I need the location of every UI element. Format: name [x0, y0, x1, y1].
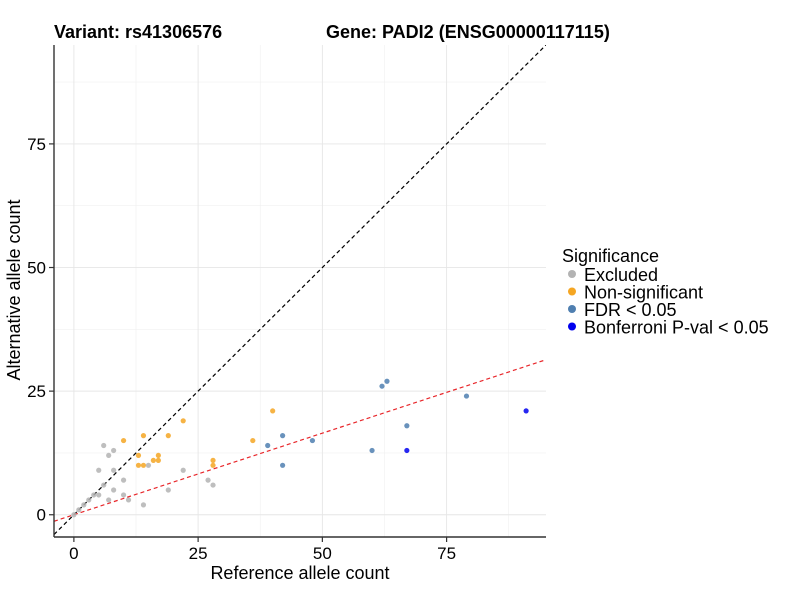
x-tick-label: 75 [437, 544, 456, 563]
series-fdr-0-05 [265, 378, 470, 468]
data-point [180, 418, 186, 424]
data-point [86, 497, 92, 503]
data-point [140, 433, 147, 439]
data-point [111, 487, 117, 493]
diagonal-reference-line [54, 45, 546, 535]
data-point [384, 378, 390, 384]
x-tick-label: 25 [189, 544, 208, 563]
legend: Significance ExcludedNon-significantFDR … [562, 246, 769, 338]
data-point [96, 467, 102, 473]
data-point [106, 497, 112, 503]
data-point [96, 492, 102, 498]
data-point [523, 408, 529, 414]
data-point [165, 433, 171, 439]
data-point [120, 492, 127, 498]
legend-swatch [568, 270, 576, 278]
x-axis-title: Reference allele count [210, 563, 389, 583]
data-point [150, 457, 156, 463]
data-point [91, 492, 97, 498]
data-point [309, 437, 316, 444]
data-point [120, 437, 127, 444]
data-point [81, 502, 87, 508]
data-point [145, 462, 152, 468]
data-point [280, 462, 286, 468]
data-point [404, 423, 410, 429]
data-point [135, 452, 142, 459]
data-point [101, 442, 107, 449]
data-point [404, 447, 410, 454]
data-point [76, 507, 82, 513]
data-point [111, 447, 117, 454]
data-point [155, 452, 161, 459]
data-point [270, 408, 276, 414]
legend-swatch [568, 305, 576, 313]
series-excluded [71, 442, 216, 518]
data-point [140, 502, 147, 508]
data-point [210, 457, 216, 463]
data-point [205, 477, 211, 483]
data-point [111, 467, 117, 473]
data-point [210, 482, 216, 488]
legend-swatch [568, 322, 576, 331]
data-point [265, 442, 271, 449]
legend-label: FDR < 0.05 [584, 300, 677, 320]
data-point [379, 383, 385, 389]
x-tick-label: 0 [69, 544, 78, 563]
plot-area: 0 25 50 75 0 25 50 75 [27, 45, 546, 563]
legend-title: Significance [562, 246, 659, 266]
data-point [125, 497, 132, 503]
chart-title-gene: Gene: PADI2 (ENSG00000117115) [326, 22, 610, 42]
data-point [101, 482, 107, 488]
data-point [250, 437, 256, 444]
data-point [463, 393, 470, 399]
series-bonferroni-p-val-0-05 [404, 408, 529, 454]
data-point [135, 462, 142, 468]
legend-label: Non-significant [584, 283, 703, 303]
data-point [71, 512, 77, 518]
y-tick-label: 75 [27, 135, 46, 154]
data-point [106, 452, 112, 459]
data-point [369, 447, 375, 454]
legend-label: Bonferroni P-val < 0.05 [584, 318, 769, 338]
y-tick-label: 25 [27, 382, 46, 401]
y-axis-title: Alternative allele count [4, 199, 24, 380]
legend-label: Excluded [584, 265, 658, 285]
x-tick-label: 50 [313, 544, 332, 563]
y-tick-label: 0 [37, 506, 46, 525]
data-point [180, 467, 186, 473]
fit-reference-line [54, 359, 546, 522]
chart-title-variant: Variant: rs41306576 [54, 22, 222, 42]
data-point [165, 487, 171, 493]
data-point [210, 462, 216, 468]
data-point [280, 433, 286, 439]
series-non-significant [120, 408, 276, 468]
legend-swatch [568, 287, 576, 296]
y-tick-label: 50 [27, 259, 46, 278]
data-point [140, 462, 147, 468]
data-point [120, 477, 127, 483]
data-point [155, 457, 161, 463]
